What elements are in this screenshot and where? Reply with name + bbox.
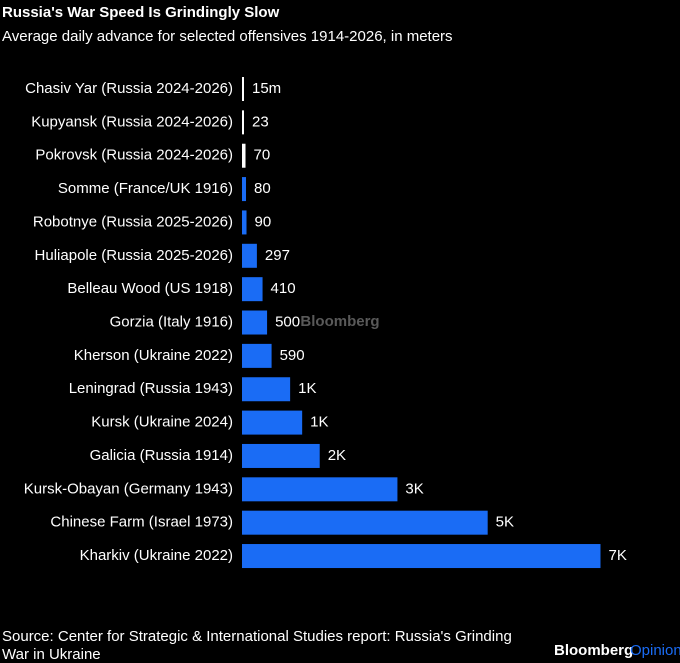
chart-subtitle: Average daily advance for selected offen…	[2, 28, 453, 45]
value-label: 23	[252, 113, 269, 130]
value-label: 1K	[298, 380, 316, 397]
value-label: 90	[255, 213, 272, 230]
bar	[242, 544, 601, 569]
category-label: Somme (France/UK 1916)	[58, 180, 233, 197]
bar	[242, 477, 398, 502]
category-label: Galicia (Russia 1914)	[90, 447, 233, 464]
category-label: Kursk (Ukraine 2024)	[91, 414, 233, 431]
category-label: Kursk-Obayan (Germany 1943)	[24, 480, 233, 497]
category-label: Chasiv Yar (Russia 2024-2026)	[25, 80, 233, 97]
bar	[242, 210, 247, 235]
category-label: Kupyansk (Russia 2024-2026)	[31, 113, 233, 130]
category-label: Belleau Wood (US 1918)	[67, 280, 233, 297]
bar	[242, 77, 244, 101]
chart-title: Russia's War Speed Is Grindingly Slow	[2, 4, 280, 21]
value-label: 500	[275, 313, 300, 330]
value-label: 2K	[328, 447, 346, 464]
bar	[242, 443, 320, 468]
value-label: 297	[265, 247, 290, 264]
value-label: 15m	[252, 80, 281, 97]
source: War in Ukraine	[2, 646, 101, 663]
bar	[242, 110, 244, 135]
category-label: Robotnye (Russia 2025-2026)	[33, 213, 233, 230]
bar	[242, 410, 303, 435]
logo: Opinion	[630, 642, 680, 659]
value-label: 590	[280, 347, 305, 364]
bar	[242, 143, 246, 168]
category-label: Huliapole (Russia 2025-2026)	[35, 247, 233, 264]
category-label: Pokrovsk (Russia 2024-2026)	[35, 147, 233, 164]
value-label: 5K	[496, 514, 514, 531]
bar	[242, 310, 268, 335]
value-label: 3K	[405, 480, 423, 497]
watermark: Bloomberg	[300, 313, 379, 330]
category-label: Chinese Farm (Israel 1973)	[50, 514, 233, 531]
category-label: Gorzia (Italy 1916)	[110, 313, 233, 330]
category-label: Kherson (Ukraine 2022)	[74, 347, 233, 364]
category-label: Leningrad (Russia 1943)	[69, 380, 233, 397]
value-label: 410	[271, 280, 296, 297]
bar	[242, 177, 247, 202]
logo: Bloomberg	[554, 642, 633, 659]
source: Source: Center for Strategic & Internati…	[2, 628, 512, 645]
bar	[242, 377, 291, 402]
bar	[242, 343, 272, 368]
bar	[242, 510, 488, 535]
category-label: Kharkiv (Ukraine 2022)	[80, 547, 233, 564]
value-label: 7K	[608, 547, 626, 564]
bar	[242, 277, 263, 302]
value-label: 70	[254, 147, 271, 164]
value-label: 80	[254, 180, 271, 197]
bar	[242, 243, 257, 268]
value-label: 1K	[310, 414, 328, 431]
